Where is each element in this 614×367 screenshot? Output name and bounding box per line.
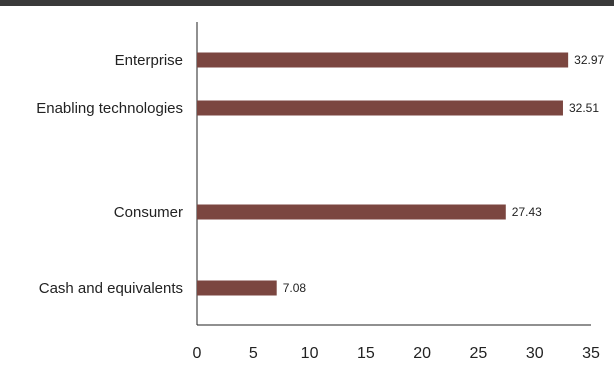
top-rule <box>0 0 614 6</box>
data-label-1: 32.51 <box>569 101 599 115</box>
x-tick-label-5: 25 <box>470 345 488 362</box>
data-label-0: 32.97 <box>574 53 604 67</box>
bar-1 <box>197 100 563 116</box>
category-label-1: Enabling technologies <box>36 100 183 117</box>
x-tick-label-0: 0 <box>193 345 202 362</box>
x-tick-label-3: 15 <box>357 345 375 362</box>
x-tick-label-2: 10 <box>301 345 319 362</box>
bar-3 <box>197 280 277 296</box>
x-tick-label-6: 30 <box>526 345 544 362</box>
data-label-3: 7.08 <box>283 281 307 295</box>
x-tick-label-4: 20 <box>413 345 431 362</box>
bar-0 <box>197 52 569 68</box>
bar-2 <box>197 204 506 220</box>
x-tick-label-1: 5 <box>249 345 258 362</box>
category-label-3: Cash and equivalents <box>39 280 183 297</box>
category-label-2: Consumer <box>114 204 183 221</box>
x-tick-label-7: 35 <box>582 345 600 362</box>
category-label-0: Enterprise <box>115 52 183 69</box>
data-label-2: 27.43 <box>512 205 542 219</box>
